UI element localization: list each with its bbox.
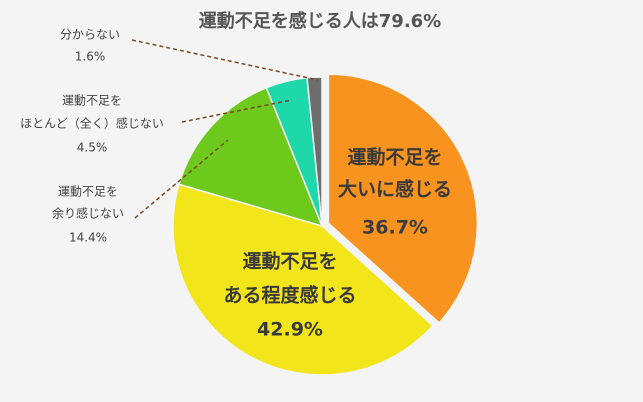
leader-line — [131, 39, 319, 81]
slice-label: 運動不足を — [347, 147, 442, 169]
value-label: 4.5% — [77, 141, 108, 155]
slice-label: 運動不足を — [58, 185, 118, 199]
value-label: 36.7% — [362, 217, 428, 239]
slice-label: 運動不足を — [62, 94, 122, 108]
pie-slice — [178, 86, 324, 228]
slice-label: 分からない — [60, 28, 120, 42]
pie-slice — [172, 183, 434, 376]
slice-label: 運動不足を — [242, 251, 337, 273]
leader-line — [181, 99, 293, 123]
leader-line — [134, 139, 229, 219]
pie — [172, 73, 479, 376]
slice-label: ある程度感じる — [223, 284, 356, 307]
pie-slice — [306, 76, 323, 227]
slice-label: 余り感じない — [52, 206, 124, 221]
pie-slice — [327, 73, 479, 324]
slice-label: 大いに感じる — [338, 178, 452, 201]
value-label: 1.6% — [75, 50, 106, 64]
value-label: 42.9% — [257, 319, 323, 341]
slice-label: ほとんど（全く）感じない — [20, 116, 164, 131]
value-label: 14.4% — [69, 231, 107, 245]
chart-title: 運動不足を感じる人は79.6% — [199, 10, 441, 32]
